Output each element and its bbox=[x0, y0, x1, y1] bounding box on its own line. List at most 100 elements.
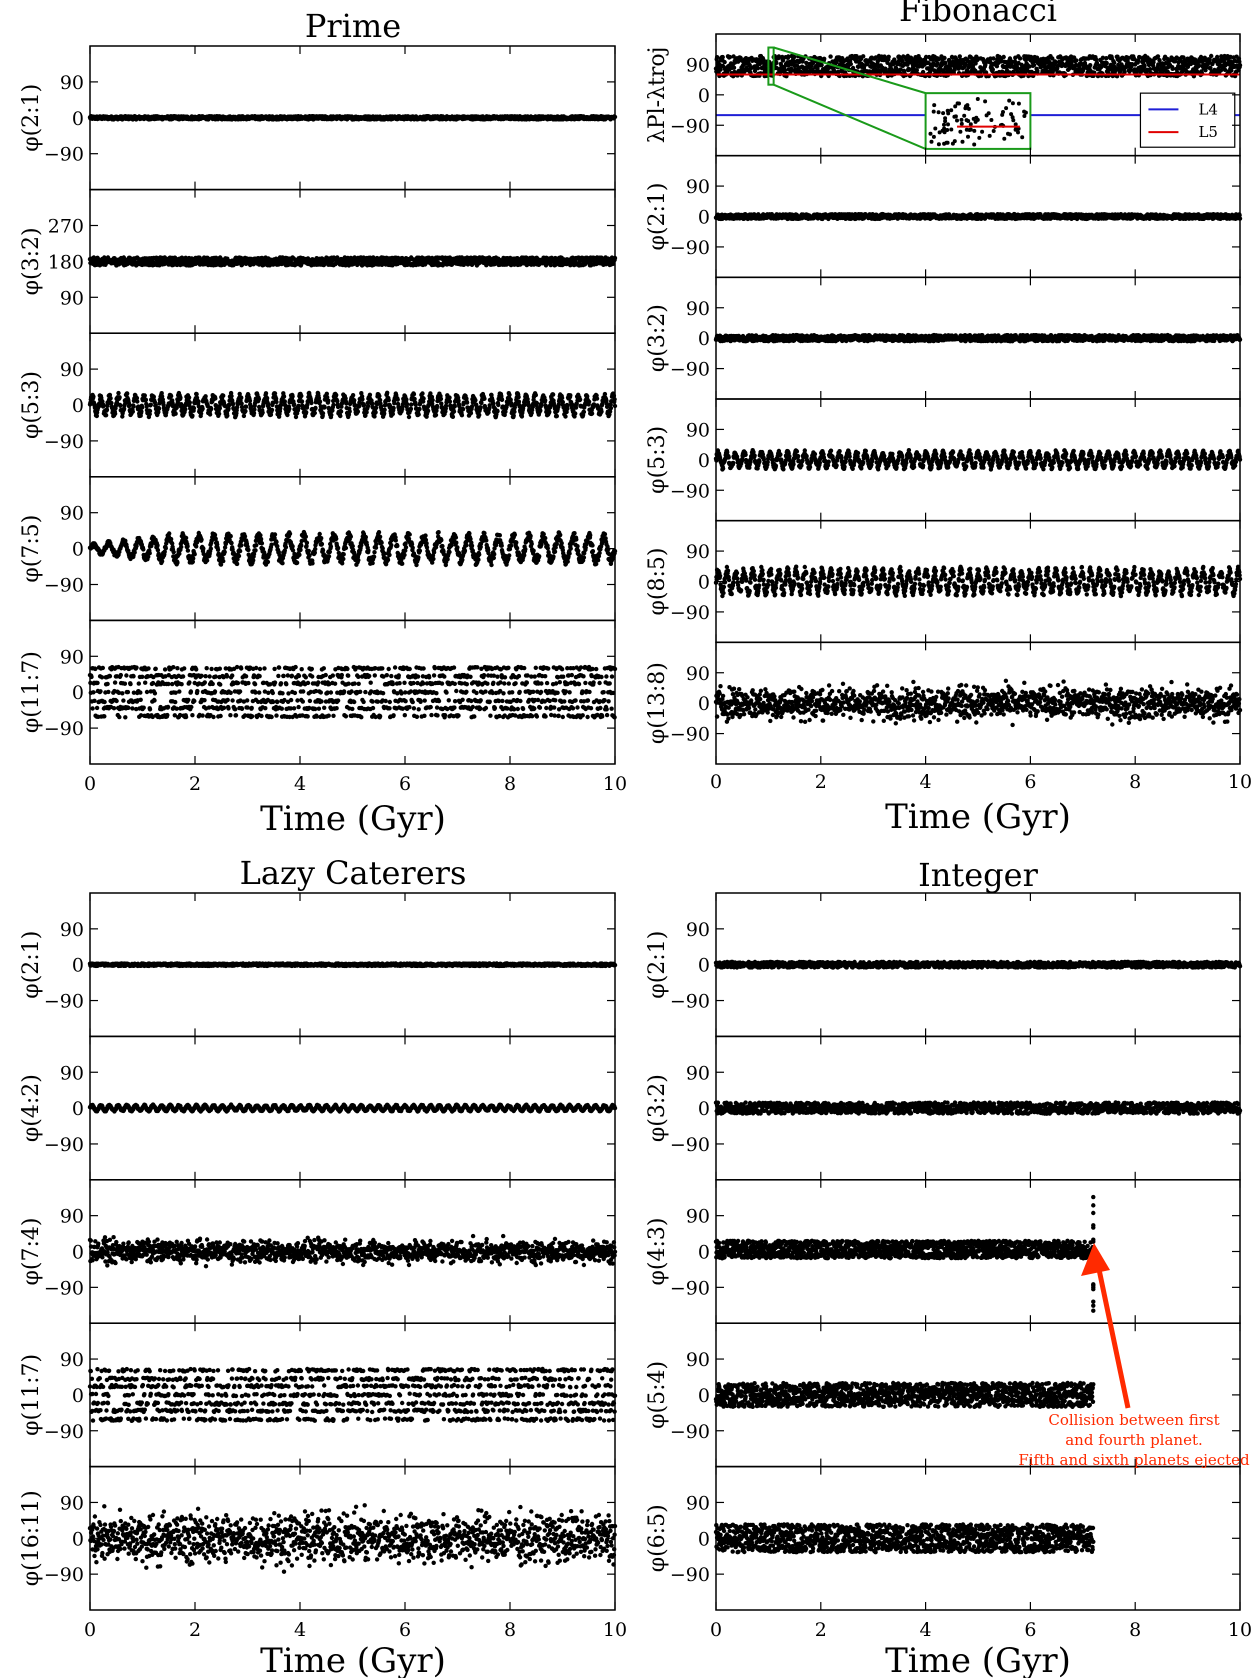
data-point bbox=[430, 397, 435, 403]
data-point bbox=[534, 401, 540, 406]
data-point bbox=[139, 409, 144, 414]
data-point bbox=[512, 409, 517, 414]
y-axis-label: φ(3:2) bbox=[19, 227, 44, 295]
data-point bbox=[313, 405, 318, 411]
data-point bbox=[390, 411, 395, 417]
data-point bbox=[347, 409, 352, 414]
data-point bbox=[543, 398, 548, 403]
data-point bbox=[473, 398, 478, 403]
data-point bbox=[228, 534, 233, 539]
data-point bbox=[328, 544, 334, 549]
data-point bbox=[290, 394, 295, 399]
data-point bbox=[204, 558, 210, 563]
data-point bbox=[573, 411, 578, 416]
data-point bbox=[507, 392, 512, 397]
data-point bbox=[229, 540, 234, 546]
data-point bbox=[338, 413, 343, 419]
data-point bbox=[294, 560, 300, 565]
data-point bbox=[290, 544, 295, 549]
data-point bbox=[404, 397, 409, 402]
data-point bbox=[269, 542, 274, 547]
data-point bbox=[125, 391, 130, 396]
data-point bbox=[382, 407, 387, 412]
data-point bbox=[460, 407, 466, 412]
data-point bbox=[299, 393, 304, 399]
data-point bbox=[156, 406, 162, 411]
data-point bbox=[298, 547, 303, 553]
y-tick-label: 0 bbox=[72, 108, 84, 130]
data-point bbox=[236, 553, 242, 559]
data-point bbox=[447, 399, 453, 404]
data-point bbox=[421, 396, 426, 401]
data-point bbox=[296, 403, 301, 408]
data-point bbox=[159, 559, 165, 564]
data-point bbox=[409, 402, 414, 407]
data-point bbox=[408, 406, 414, 411]
data-point bbox=[201, 546, 206, 551]
data-point bbox=[266, 402, 271, 407]
data-point bbox=[216, 411, 222, 416]
data-point bbox=[130, 409, 135, 414]
data-point bbox=[283, 545, 289, 550]
data-point bbox=[373, 410, 378, 415]
data-points bbox=[87, 529, 618, 568]
data-point bbox=[539, 402, 544, 407]
data-point bbox=[258, 533, 263, 538]
prime-chart: Prime 900−90φ(2:1)27018090φ(3:2)900−90φ(… bbox=[19, 7, 627, 839]
data-point bbox=[258, 536, 264, 542]
data-point bbox=[243, 404, 249, 409]
data-point bbox=[143, 397, 149, 402]
data-point bbox=[417, 406, 422, 412]
data-point bbox=[367, 392, 373, 397]
data-point bbox=[155, 543, 160, 548]
data-point bbox=[495, 409, 500, 414]
y-tick-label: −90 bbox=[44, 431, 84, 453]
data-point bbox=[392, 401, 397, 406]
data-point bbox=[171, 549, 176, 555]
data-point bbox=[191, 556, 196, 561]
y-tick-label: 180 bbox=[48, 251, 84, 273]
data-point bbox=[183, 407, 188, 412]
data-point bbox=[319, 536, 324, 541]
data-point bbox=[538, 408, 543, 413]
y-tick-label: 0 bbox=[72, 395, 84, 417]
data-point bbox=[253, 548, 258, 553]
data-point bbox=[365, 403, 371, 409]
data-point bbox=[207, 412, 213, 417]
data-point bbox=[355, 409, 361, 414]
data-point bbox=[377, 393, 382, 399]
data-point bbox=[335, 545, 341, 551]
data-point bbox=[594, 396, 600, 401]
data-point bbox=[213, 396, 218, 401]
data-point bbox=[451, 409, 457, 414]
data-point bbox=[280, 561, 285, 566]
data-point bbox=[112, 411, 118, 416]
data-point bbox=[522, 402, 527, 408]
data-points bbox=[87, 390, 618, 420]
data-point bbox=[459, 413, 465, 418]
data-point bbox=[450, 414, 456, 419]
data-point bbox=[404, 402, 410, 407]
y-tick-label: 90 bbox=[60, 287, 84, 309]
panel-1: 900−90φ(2:1) bbox=[19, 45, 618, 191]
data-point bbox=[469, 404, 475, 409]
data-point bbox=[320, 548, 326, 553]
y-tick-label: 90 bbox=[60, 359, 84, 381]
data-point bbox=[559, 395, 565, 401]
data-point bbox=[200, 406, 205, 411]
data-point bbox=[221, 558, 226, 564]
data-point bbox=[222, 549, 227, 555]
data-point bbox=[312, 410, 317, 416]
data-point bbox=[496, 402, 501, 408]
data-point bbox=[586, 399, 592, 404]
data-point bbox=[304, 410, 309, 415]
data-point bbox=[331, 402, 336, 408]
data-point bbox=[326, 398, 331, 403]
data-point bbox=[478, 405, 483, 410]
data-point bbox=[237, 548, 243, 554]
data-point bbox=[385, 390, 390, 395]
data-point bbox=[265, 559, 271, 565]
data-point bbox=[511, 413, 516, 418]
data-point bbox=[264, 395, 270, 401]
data-point bbox=[550, 392, 556, 397]
